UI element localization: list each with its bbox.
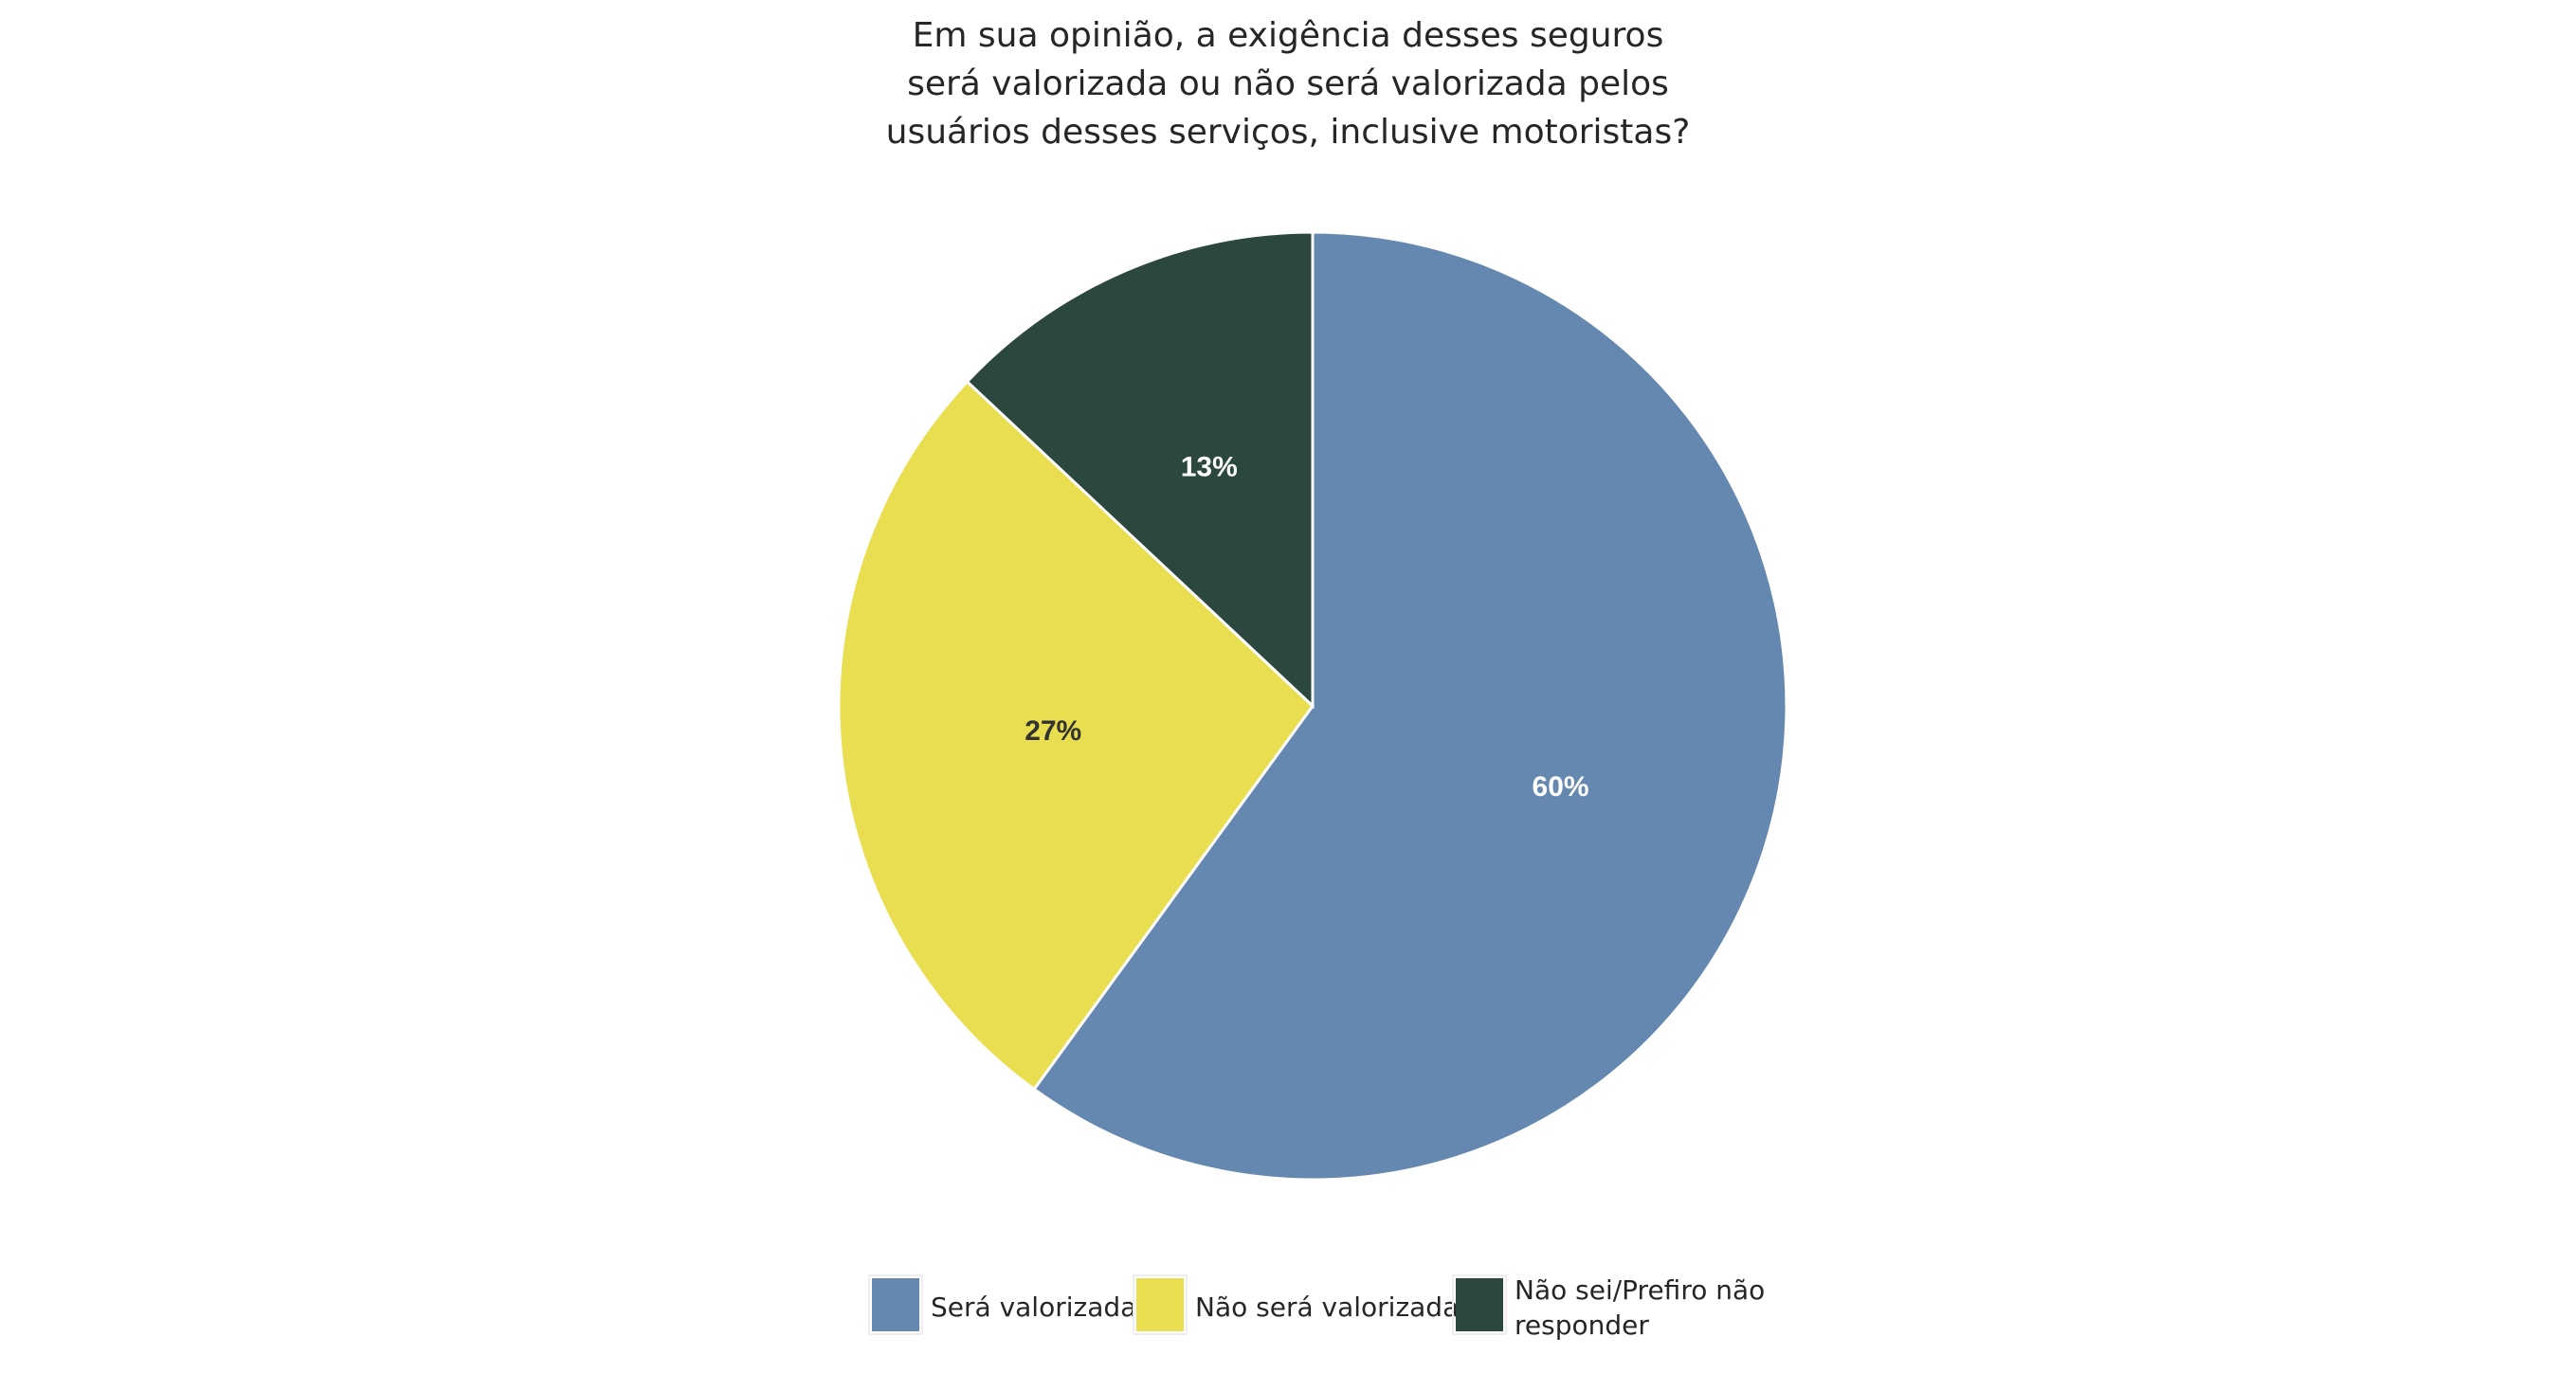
- chart-title-line: será valorizada ou não será valorizada p…: [907, 64, 1669, 103]
- chart-title: Em sua opinião, a exigência desses segur…: [0, 11, 2576, 156]
- chart-title-line: Em sua opinião, a exigência desses segur…: [912, 16, 1664, 55]
- pie-slice-0: [1032, 230, 1788, 1182]
- legend-swatch: [1452, 1274, 1507, 1335]
- legend-label: Não será valorizada: [1195, 1292, 1460, 1323]
- legend-swatch: [1133, 1274, 1188, 1335]
- legend-swatch: [868, 1274, 923, 1335]
- legend-label-line: responder: [1515, 1310, 1649, 1341]
- chart-title-line: usuários desses serviços, inclusive moto…: [885, 113, 1691, 152]
- pie-slice-2: [965, 230, 1315, 710]
- data-label-0: 60%: [1533, 771, 1589, 803]
- legend-item-nao-sera-valorizada: Não será valorizada: [1133, 1274, 1460, 1335]
- data-label-2: 13%: [1181, 452, 1238, 483]
- legend-item-sera-valorizada: Será valorizada: [868, 1274, 1137, 1335]
- legend-item-nao-sei: Não sei/Prefiro não responder: [1452, 1274, 1765, 1343]
- legend-label: Será valorizada: [931, 1292, 1137, 1323]
- pie-slice-1: [837, 379, 1315, 1092]
- legend-label-line: Não sei/Prefiro não: [1515, 1274, 1766, 1306]
- data-label-1: 27%: [1025, 715, 1081, 747]
